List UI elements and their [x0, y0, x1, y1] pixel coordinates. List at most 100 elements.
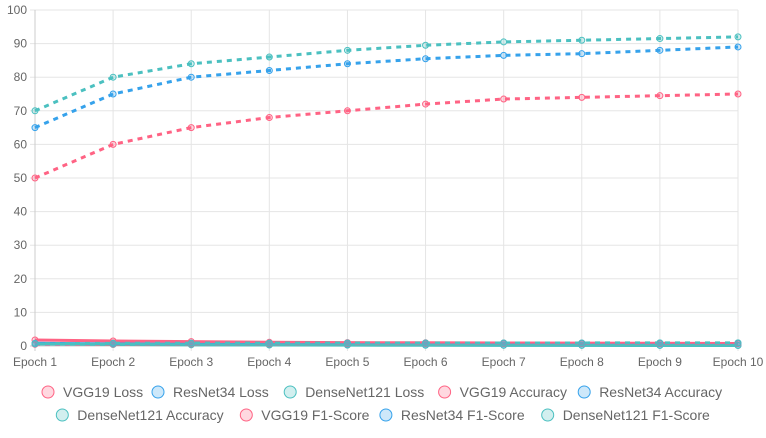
data-point[interactable] [31, 124, 39, 132]
data-point[interactable] [656, 35, 664, 43]
y-tick-label: 20 [14, 272, 28, 286]
data-point[interactable] [109, 73, 117, 81]
data-point[interactable] [578, 50, 586, 58]
data-point[interactable] [31, 107, 39, 115]
y-tick-label: 30 [14, 238, 28, 252]
data-point[interactable] [265, 53, 273, 61]
data-point[interactable] [31, 174, 39, 182]
legend-item[interactable]: ResNet34 Accuracy [577, 384, 722, 400]
legend-swatch [438, 385, 452, 399]
data-point[interactable] [656, 92, 664, 100]
data-point[interactable] [109, 140, 117, 148]
series-line [34, 342, 739, 347]
data-point[interactable] [109, 90, 117, 98]
legend-swatch [541, 408, 555, 422]
series-line [34, 341, 738, 346]
data-point[interactable] [500, 38, 508, 46]
data-points [31, 33, 742, 349]
data-point[interactable] [265, 66, 273, 74]
y-tick-label: 90 [14, 37, 28, 51]
legend-item[interactable]: VGG19 F1-Score [239, 407, 370, 423]
x-tick-label: Epoch 3 [169, 355, 213, 369]
x-tick-label: Epoch 10 [713, 355, 764, 369]
data-point[interactable] [265, 114, 273, 122]
legend-item[interactable]: ResNet34 F1-Score [379, 407, 525, 423]
x-tick-label: Epoch 8 [560, 355, 604, 369]
y-tick-label: 80 [14, 70, 28, 84]
data-point[interactable] [656, 339, 664, 347]
y-tick-label: 50 [14, 171, 28, 185]
axes: 0 10 20 30 40 50 60 70 80 90 100 Epoch 1 Epoch 2 Epoc… [7, 3, 764, 369]
y-tick-label: 40 [14, 205, 28, 219]
legend-label: DenseNet121 Loss [305, 384, 424, 400]
data-point[interactable] [31, 340, 39, 348]
y-tick-label: 60 [14, 137, 28, 151]
data-point[interactable] [343, 46, 351, 54]
data-point[interactable] [734, 90, 742, 98]
legend-item[interactable]: DenseNet121 Loss [283, 384, 424, 400]
data-point[interactable] [578, 339, 586, 347]
data-point[interactable] [500, 51, 508, 59]
legend-label: ResNet34 Loss [173, 384, 269, 400]
x-tick-label: Epoch 5 [325, 355, 369, 369]
y-tick-label: 70 [14, 104, 28, 118]
data-point[interactable] [343, 60, 351, 68]
legend-swatch [55, 408, 69, 422]
data-point[interactable] [422, 55, 430, 63]
data-point[interactable] [500, 339, 508, 347]
data-point[interactable] [343, 339, 351, 347]
data-point[interactable] [187, 124, 195, 132]
data-point[interactable] [422, 100, 430, 108]
x-tick-label: Epoch 9 [638, 355, 682, 369]
legend-label: VGG19 F1-Score [261, 407, 369, 423]
legend-item[interactable]: DenseNet121 Accuracy [55, 407, 224, 423]
legend-label: DenseNet121 Accuracy [77, 407, 223, 423]
data-point[interactable] [500, 341, 508, 349]
data-point[interactable] [422, 339, 430, 347]
x-tick-label: Epoch 2 [91, 355, 135, 369]
data-point[interactable] [734, 339, 742, 347]
data-point[interactable] [109, 339, 117, 347]
data-point[interactable] [265, 339, 273, 347]
legend-item[interactable]: ResNet34 Loss [151, 384, 269, 400]
legend-item[interactable]: VGG19 Accuracy [438, 384, 567, 400]
legend-swatch [577, 385, 591, 399]
legend-swatch [283, 385, 297, 399]
legend-swatch [379, 408, 393, 422]
legend-label: ResNet34 Accuracy [599, 384, 722, 400]
legend: VGG19 Loss ResNet34 Loss DenseNet121 Loss V… [41, 384, 722, 423]
y-tick-label: 100 [7, 3, 27, 17]
series-line [34, 45, 739, 129]
series-line [34, 92, 739, 180]
data-point[interactable] [343, 107, 351, 115]
data-point[interactable] [187, 60, 195, 68]
x-tick-label: Epoch 7 [482, 355, 526, 369]
data-point[interactable] [187, 339, 195, 347]
series-lines [34, 35, 739, 347]
data-point[interactable] [734, 33, 742, 41]
x-tick-label: Epoch 4 [247, 355, 291, 369]
legend-label: ResNet34 F1-Score [401, 407, 525, 423]
legend-item[interactable]: DenseNet121 F1-Score [541, 407, 710, 423]
data-point[interactable] [500, 95, 508, 103]
data-point[interactable] [578, 93, 586, 101]
data-point[interactable] [578, 36, 586, 44]
y-tick-label: 0 [20, 339, 27, 353]
data-point[interactable] [656, 46, 664, 54]
data-point[interactable] [734, 43, 742, 51]
x-tick-label: Epoch 1 [13, 355, 57, 369]
legend-item[interactable]: VGG19 Loss [41, 384, 143, 400]
data-point[interactable] [578, 341, 586, 349]
x-tick-label: Epoch 6 [404, 355, 448, 369]
legend-swatch [239, 408, 253, 422]
data-point[interactable] [422, 41, 430, 49]
y-tick-label: 10 [14, 305, 28, 319]
legend-label: DenseNet121 F1-Score [563, 407, 710, 423]
grid [30, 9, 739, 351]
legend-label: VGG19 Loss [63, 384, 143, 400]
legend-label: VGG19 Accuracy [460, 384, 567, 400]
data-point[interactable] [187, 73, 195, 81]
legend-swatch [41, 385, 55, 399]
